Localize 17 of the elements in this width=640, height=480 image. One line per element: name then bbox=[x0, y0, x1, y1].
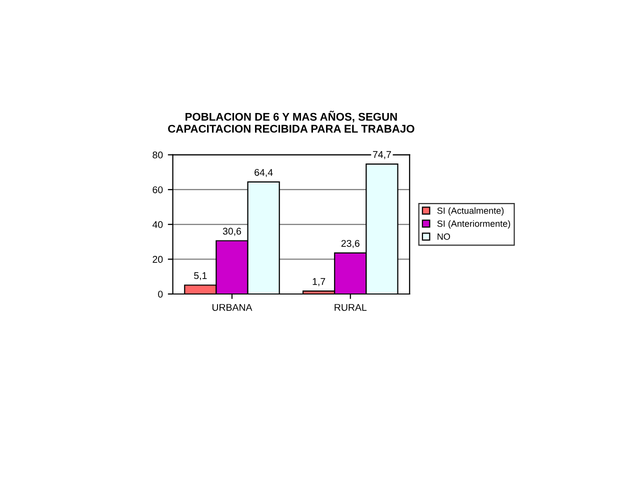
y-tick-label: 40 bbox=[152, 221, 163, 228]
legend-label: SI (Anteriormente) bbox=[437, 220, 510, 229]
legend-label: NO bbox=[438, 233, 450, 240]
legend-label: SI (Actualmente) bbox=[437, 207, 504, 216]
data-label: 30,6 bbox=[222, 228, 242, 236]
y-tick-label: 80 bbox=[152, 152, 163, 158]
data-label: 64,4 bbox=[254, 168, 273, 178]
data-label: 1,7 bbox=[312, 278, 326, 286]
y-tick-label: 20 bbox=[152, 256, 163, 263]
data-label: 74,7 bbox=[373, 151, 391, 160]
data-label: 5,1 bbox=[194, 272, 207, 280]
data-label: 23,6 bbox=[341, 240, 360, 248]
y-tick-label: 60 bbox=[152, 186, 163, 194]
y-tick-label: 0 bbox=[158, 290, 163, 298]
chart-title: POBLACION DE 6 Y MAS AÑOS, SEGUN CAPACITACION RECIBIDA PARA EL TRABAJO bbox=[168, 110, 414, 133]
x-tick-label: RURAL bbox=[334, 304, 367, 311]
x-tick-label: URBANA bbox=[212, 304, 252, 311]
